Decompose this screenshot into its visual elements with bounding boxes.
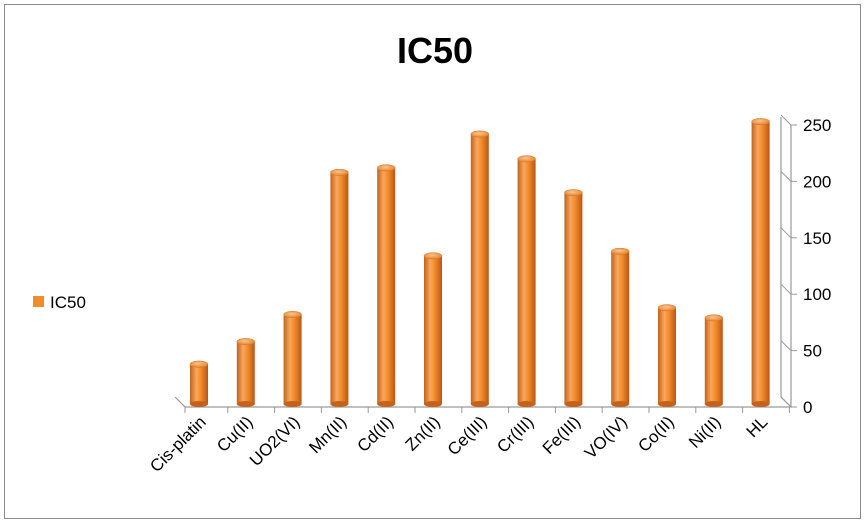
y-tick-label: 0 [803, 398, 812, 417]
category-labels: Cis-platin Cu(II)UO2(VI) Mn(II) Cd(II) Zn(II… [146, 407, 790, 476]
y-tick-diagonal [780, 114, 792, 126]
category-label: Cu(II) [213, 412, 256, 455]
y-tick-diagonal [780, 340, 792, 351]
bar-base [611, 401, 630, 407]
bar-base [236, 401, 255, 407]
bar-base [190, 401, 208, 407]
bar-cap [189, 360, 209, 368]
bar-body [517, 158, 536, 404]
bar [283, 311, 302, 407]
bar [517, 155, 536, 407]
bar [610, 247, 630, 407]
category-label: Fe(III) [539, 412, 584, 457]
bar-chart: IC50 0 50 100 150 200 250 Cis-platin Cu(II)UO2… [33, 30, 831, 476]
bar-base [424, 401, 442, 407]
category-label: Cr(III) [493, 412, 537, 456]
bar [330, 168, 349, 407]
bar-base [330, 401, 349, 407]
bar-cap [704, 314, 724, 322]
bar-body [330, 172, 349, 404]
y-tick-diagonal [780, 396, 792, 408]
bar-cap [751, 118, 770, 126]
bar-cap [330, 168, 349, 176]
bar-body [658, 307, 676, 404]
category-label: Mn(II) [305, 412, 350, 457]
bar-base [517, 401, 536, 407]
y-tick-diagonal [780, 171, 792, 182]
y-tick-label: 50 [803, 342, 822, 361]
y-tick-diagonal [780, 227, 792, 239]
y-tick-diagonal [780, 283, 792, 295]
y-tick-label: 150 [803, 229, 831, 248]
category-label: Cis-platin [146, 412, 210, 476]
bar-cap [564, 189, 583, 197]
bar-base [658, 401, 676, 407]
bar-cap [470, 130, 490, 138]
legend-label: IC50 [50, 293, 86, 312]
legend: IC50 [33, 293, 86, 312]
bar-body [190, 364, 208, 404]
bar-base [377, 401, 396, 407]
bars [189, 118, 770, 407]
bar [376, 164, 396, 407]
category-label: Ni(II) [685, 412, 724, 451]
bar [751, 118, 770, 407]
bar [423, 252, 443, 407]
bar-body [470, 134, 489, 405]
bar-cap [376, 164, 396, 172]
legend-swatch [33, 296, 44, 307]
bar-body [564, 192, 583, 404]
category-label: HL [743, 412, 772, 441]
y-tick-label: 250 [803, 116, 831, 135]
bar-base [564, 401, 583, 407]
y-tick-label: 200 [803, 172, 831, 191]
bar [657, 304, 677, 407]
bar-base [751, 401, 770, 407]
y-tick-labels: 0 50 100 150 200 250 [780, 114, 831, 417]
bar-base [283, 401, 302, 407]
category-label: Zn(II) [402, 412, 444, 454]
bar-body [704, 317, 723, 404]
bar-cap [517, 155, 536, 163]
bar-body [236, 341, 255, 404]
bar-cap [610, 247, 630, 255]
bar-body [751, 121, 770, 404]
bar-body [424, 255, 442, 404]
bar-cap [236, 338, 256, 346]
bar [470, 130, 490, 407]
bar-cap [283, 311, 302, 318]
bar [189, 360, 209, 407]
category-label: Co(II) [634, 412, 677, 455]
category-label: VO(IV) [581, 412, 631, 462]
chart-frame: IC50 0 50 100 150 200 250 Cis-platin Cu(II) UO2… [4, 4, 861, 519]
bar-cap [657, 304, 677, 312]
bar-body [611, 251, 630, 404]
category-label: UO2(VI) [246, 412, 304, 470]
bar [236, 338, 256, 407]
y-tick-label: 100 [803, 285, 831, 304]
category-label: Cd(II) [354, 412, 397, 455]
category-label: Ce(III) [444, 412, 491, 459]
bar-body [283, 314, 302, 404]
bar-body [377, 167, 396, 404]
bar-base [704, 401, 723, 407]
bar [704, 314, 724, 407]
bar-base [470, 401, 489, 407]
chart-title: IC50 [397, 30, 473, 71]
bar-cap [423, 252, 443, 260]
bar [564, 189, 583, 407]
